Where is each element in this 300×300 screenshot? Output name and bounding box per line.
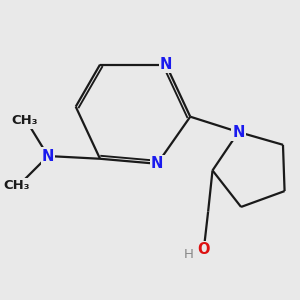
Text: O: O [197, 242, 210, 257]
Text: N: N [232, 124, 244, 140]
Text: N: N [160, 57, 172, 72]
Text: H: H [184, 248, 194, 261]
Text: CH₃: CH₃ [4, 179, 30, 192]
Text: N: N [42, 148, 54, 164]
Text: CH₃: CH₃ [11, 115, 38, 128]
Text: N: N [151, 156, 164, 171]
